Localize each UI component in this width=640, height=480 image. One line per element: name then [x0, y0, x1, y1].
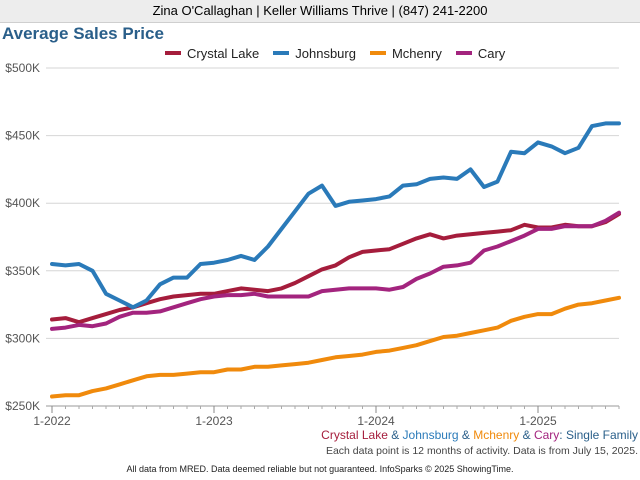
- legend-swatch-mchenry: [369, 51, 386, 55]
- subtitle-property-type: : Single Family: [559, 428, 638, 442]
- legend-label-crystal-lake: Crystal Lake: [187, 45, 260, 61]
- legend-item-crystal-lake[interactable]: Crystal Lake: [165, 45, 259, 61]
- y-tick-label: $450K: [5, 129, 40, 143]
- x-tick-label: 1-2025: [519, 414, 557, 428]
- subtitle-sep-1: &: [387, 428, 403, 442]
- legend-swatch-cary: [455, 51, 472, 55]
- y-tick-label: $500K: [5, 61, 40, 75]
- y-tick-label: $400K: [5, 196, 40, 210]
- legend-label-mchenry: Mchenry: [391, 45, 442, 61]
- legend-label-johnsburg: Johnsburg: [295, 45, 356, 61]
- x-tick-label: 1-2022: [33, 414, 71, 428]
- legend-item-mchenry[interactable]: Mchenry: [369, 45, 442, 61]
- y-tick-label: $250K: [5, 399, 40, 413]
- axis-layer: $250K $300K $350K $400K $450K $500K 1-2022 1-20…: [5, 61, 620, 428]
- grid-layer: [46, 67, 619, 407]
- legend-label-cary: Cary: [477, 45, 506, 61]
- subtitle-cary: Cary: [533, 428, 560, 442]
- contact-bar: Zina O'Callaghan | Keller Williams Thriv…: [0, 0, 640, 23]
- legend-item-johnsburg[interactable]: Johnsburg: [273, 45, 356, 61]
- series-line-johnsburg[interactable]: [50, 121, 621, 310]
- series-line-crystal-lake[interactable]: [50, 212, 621, 325]
- contact-text: Zina O'Callaghan | Keller Williams Thriv…: [152, 3, 488, 18]
- legend-swatch-johnsburg: [273, 51, 290, 55]
- series-line-mchenry[interactable]: [50, 295, 621, 399]
- footer-disclaimer: All data from MRED. Data deemed reliable…: [126, 464, 514, 474]
- chart-subtitle: Crystal Lake & Johnsburg & Mchenry & Car…: [321, 428, 638, 442]
- chart-title: Average Sales Price: [2, 24, 164, 43]
- subtitle-crystal-lake: Crystal Lake: [321, 428, 388, 442]
- y-tick-label: $350K: [5, 264, 40, 278]
- y-tick-label: $300K: [5, 331, 40, 345]
- x-tick-label: 1-2023: [195, 414, 233, 428]
- x-tick-label: 1-2024: [357, 414, 395, 428]
- series-layer: [50, 121, 621, 399]
- subtitle-sep-3: &: [519, 428, 534, 442]
- legend-swatch-crystal-lake: [165, 51, 181, 55]
- legend-item-cary[interactable]: Cary: [455, 45, 506, 61]
- chart-legend: Crystal Lake Johnsburg Mchenry Cary: [165, 45, 505, 61]
- series-line-cary[interactable]: [50, 210, 621, 331]
- subtitle-sep-2: &: [458, 428, 474, 442]
- subtitle-mchenry: Mchenry: [473, 428, 520, 442]
- subtitle-johnsburg: Johnsburg: [402, 428, 459, 442]
- data-note: Each data point is 12 months of activity…: [325, 445, 638, 457]
